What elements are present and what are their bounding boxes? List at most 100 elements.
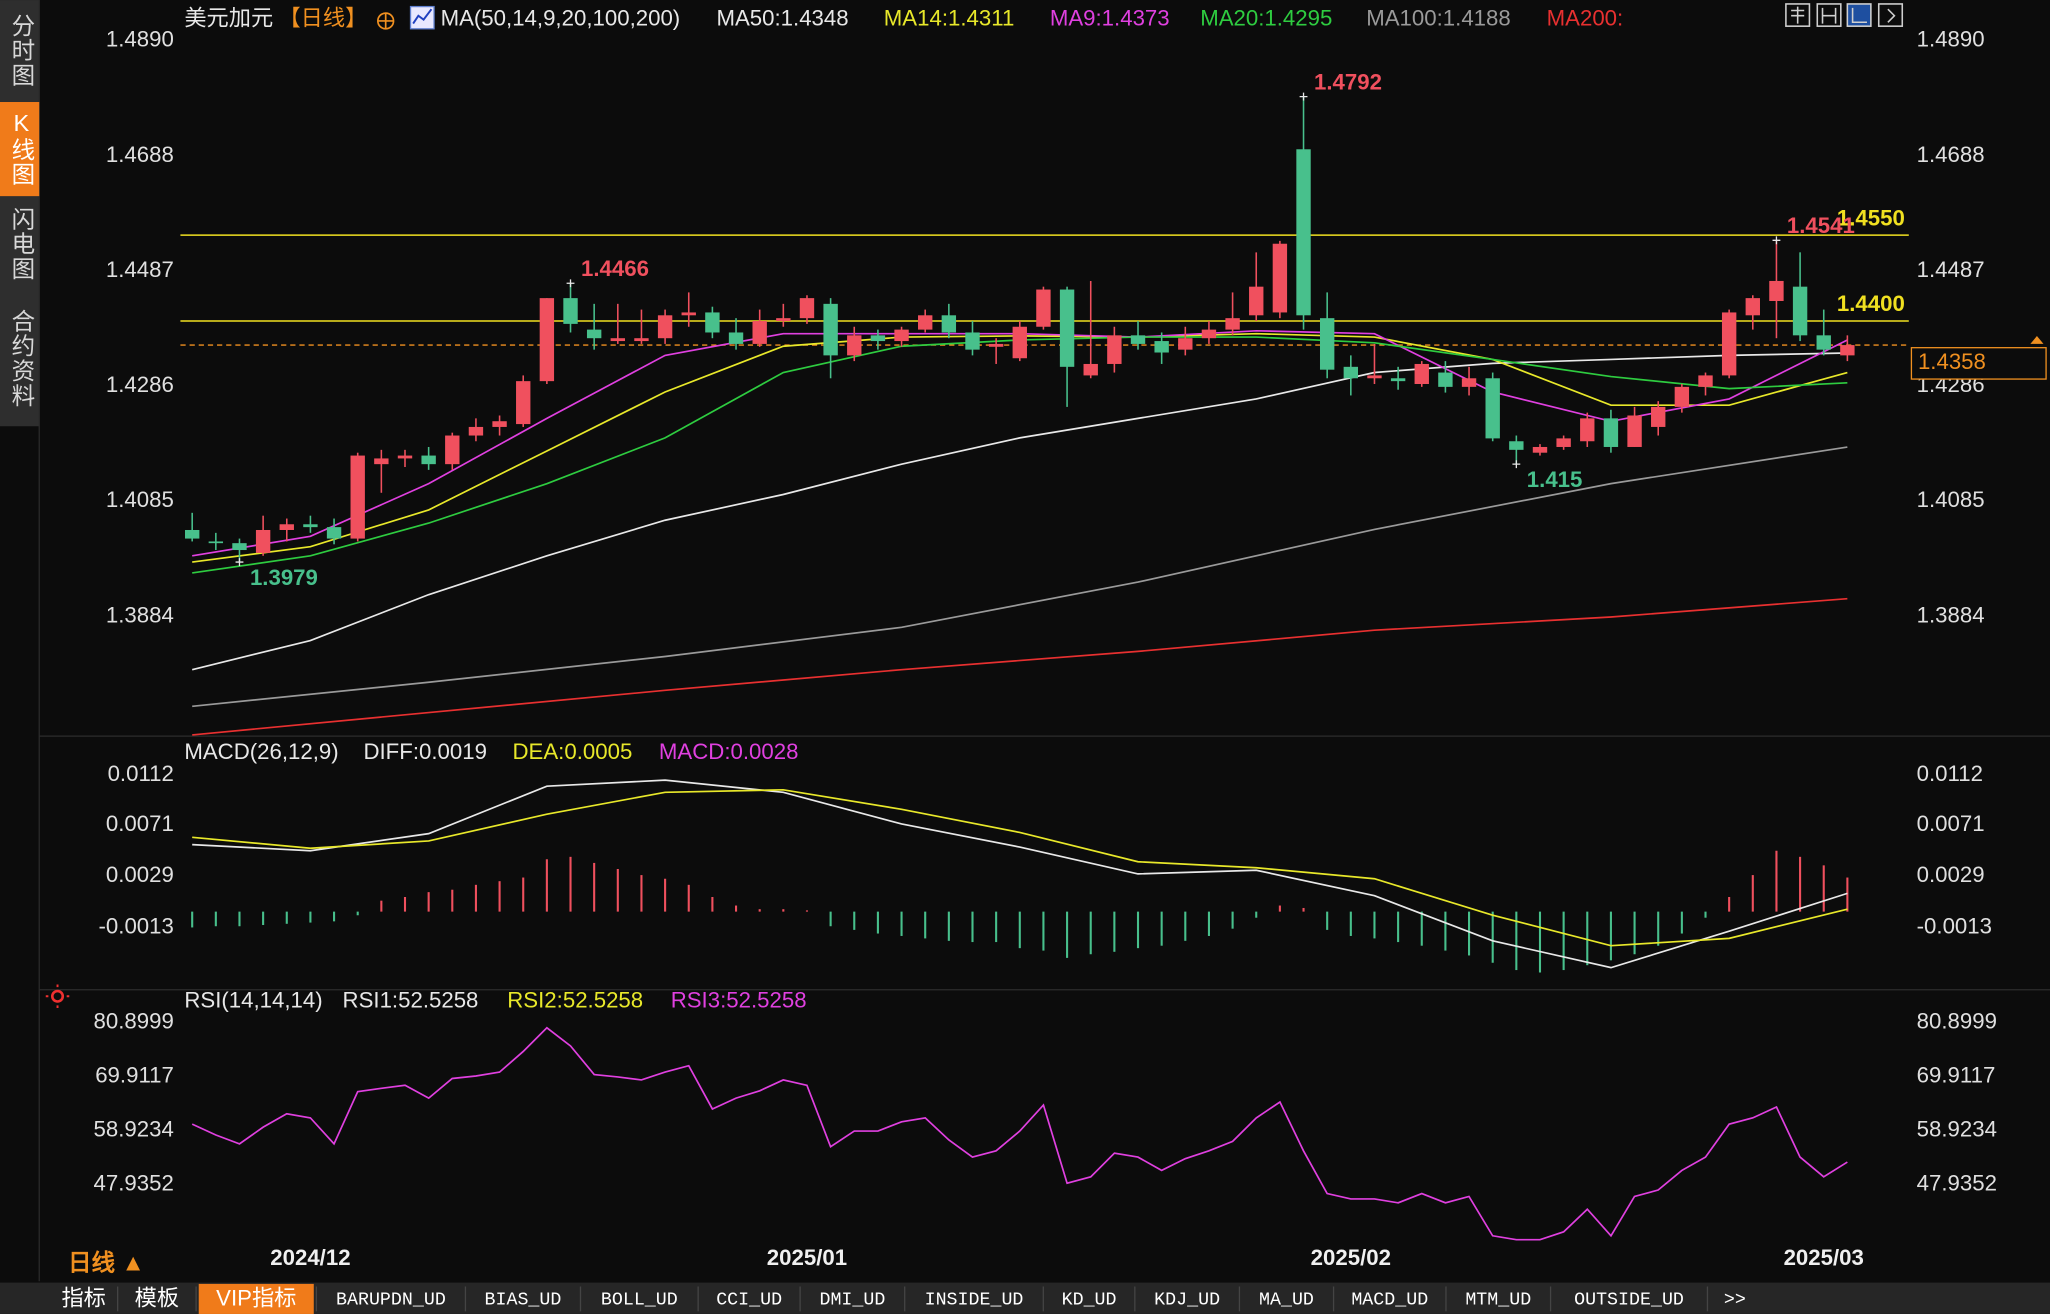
y-tick-label: 1.4085 xyxy=(106,487,174,512)
footer-tab[interactable]: VIP指标 xyxy=(216,1285,296,1310)
y-tick-label: 1.4890 xyxy=(1917,26,1985,51)
current-price-label: 1.4358 xyxy=(1918,349,1986,374)
rsi-settings-icon[interactable] xyxy=(45,984,70,1009)
footer-bar xyxy=(0,1282,2050,1314)
footer-tab[interactable]: BOLL_UD xyxy=(601,1290,678,1310)
candle-body xyxy=(1745,298,1760,316)
x-tick-label: 2025/02 xyxy=(1311,1245,1391,1270)
candle-body xyxy=(728,332,744,344)
tool-icon[interactable] xyxy=(1877,3,1904,27)
extreme-label: 1.4792 xyxy=(1314,69,1382,94)
series-line xyxy=(192,779,1848,969)
footer-tab[interactable]: 模板 xyxy=(135,1285,179,1310)
candle-body xyxy=(610,338,625,342)
tool-icon[interactable] xyxy=(1785,3,1811,27)
legend-entry: MA200: xyxy=(1547,6,1624,31)
current-price-box xyxy=(1910,347,2047,380)
tool-icon-glyph xyxy=(1791,6,1805,24)
candle-body xyxy=(1651,406,1666,427)
candle-body xyxy=(1272,243,1288,313)
candle-body xyxy=(1083,363,1098,376)
series-line xyxy=(191,352,1848,671)
candle-body xyxy=(586,329,602,339)
extreme-label: 1.4541 xyxy=(1787,213,1855,238)
candle-body xyxy=(1698,375,1713,387)
candle-body xyxy=(445,435,460,465)
footer-tab[interactable]: MTM_UD xyxy=(1465,1290,1531,1310)
series-line xyxy=(192,597,1848,736)
candle-body xyxy=(1627,415,1642,447)
sidebar-tab[interactable]: 分时图 xyxy=(8,13,34,88)
footer-tab[interactable]: INSIDE_UD xyxy=(925,1290,1024,1310)
footer-tab[interactable]: BARUPDN_UD xyxy=(336,1290,446,1310)
candle-body xyxy=(1603,418,1619,447)
candle-body xyxy=(776,318,791,322)
footer-tab[interactable]: OUTSIDE_UD xyxy=(1574,1290,1684,1310)
candle-body xyxy=(1130,335,1146,344)
legend-entry: MA100:1.4188 xyxy=(1366,6,1511,31)
footer-tab[interactable]: 指标 xyxy=(61,1285,105,1310)
period-label: 【日线】 xyxy=(278,6,367,31)
candle-body xyxy=(965,332,980,350)
y-tick-label: 0.0112 xyxy=(108,761,174,786)
legend-entry: MA50:1.4348 xyxy=(716,6,848,31)
indicator-label: MA(50,14,9,20,100,200) xyxy=(441,6,681,31)
extreme-label: 1.4466 xyxy=(581,256,649,281)
y-tick-label: 1.4085 xyxy=(1917,487,1985,512)
footer-tab-bg xyxy=(198,1283,314,1314)
y-tick-label: 0.0029 xyxy=(106,862,174,887)
candle-body xyxy=(1107,335,1122,364)
extreme-marker xyxy=(235,558,244,566)
candle-body xyxy=(1319,318,1335,370)
candle-body xyxy=(705,312,720,333)
add-icon[interactable] xyxy=(376,12,395,30)
tool-icon-glyph xyxy=(1821,7,1837,24)
indicator-icon[interactable] xyxy=(409,5,435,30)
period-toggle[interactable]: 日线 ▲ xyxy=(68,1250,145,1276)
candle-body xyxy=(681,312,696,316)
candle-body xyxy=(1438,372,1453,387)
candle-body xyxy=(421,455,436,465)
price-marker xyxy=(2030,336,2044,344)
footer-tab[interactable]: DMI_UD xyxy=(819,1290,885,1310)
footer-tab[interactable]: KDJ_UD xyxy=(1154,1290,1220,1310)
tool-icon[interactable] xyxy=(1816,3,1842,27)
candle-body xyxy=(1532,446,1548,453)
candle-body xyxy=(847,335,862,356)
y-tick-label: 58.9234 xyxy=(94,1116,174,1141)
footer-tab[interactable]: KD_UD xyxy=(1062,1290,1117,1310)
footer-tab[interactable]: BIAS_UD xyxy=(485,1290,562,1310)
candle-body xyxy=(208,541,224,544)
candle-body xyxy=(350,455,365,539)
panel-title: 美元加元 xyxy=(184,6,273,31)
candle-body xyxy=(894,329,909,342)
extreme-label: 1.415 xyxy=(1527,467,1583,492)
legend-entry: RSI3:52.5258 xyxy=(671,987,807,1012)
candle-body xyxy=(1816,335,1831,350)
sidebar-tab[interactable]: K线图 xyxy=(8,110,34,187)
candle-body xyxy=(1059,289,1075,367)
footer-tab[interactable]: CCI_UD xyxy=(716,1290,782,1310)
legend-entry: DEA:0.0005 xyxy=(513,739,633,764)
footer-tab[interactable]: MA_UD xyxy=(1259,1290,1314,1310)
candle-body xyxy=(1367,375,1382,379)
y-tick-label: 69.9117 xyxy=(95,1062,174,1087)
candle-body xyxy=(1012,326,1027,359)
y-tick-label: 1.4688 xyxy=(1917,142,1985,167)
sidebar-tab[interactable]: 合约资料 xyxy=(8,308,35,408)
candle-body xyxy=(516,381,531,425)
tool-icon-glyph xyxy=(1887,8,1896,23)
y-tick-label: 1.4487 xyxy=(1917,257,1985,282)
sidebar-tab[interactable]: 闪电图 xyxy=(8,206,34,281)
y-tick-label: 80.8999 xyxy=(1917,1008,1997,1033)
candle-body xyxy=(1721,312,1737,376)
candle-body xyxy=(326,527,342,539)
footer-tab[interactable]: MACD_UD xyxy=(1351,1290,1428,1310)
extreme-marker xyxy=(566,279,575,288)
y-tick-label: 1.4688 xyxy=(106,142,174,167)
x-tick-label: 2025/03 xyxy=(1784,1245,1864,1270)
footer-tab[interactable]: >> xyxy=(1724,1290,1746,1310)
